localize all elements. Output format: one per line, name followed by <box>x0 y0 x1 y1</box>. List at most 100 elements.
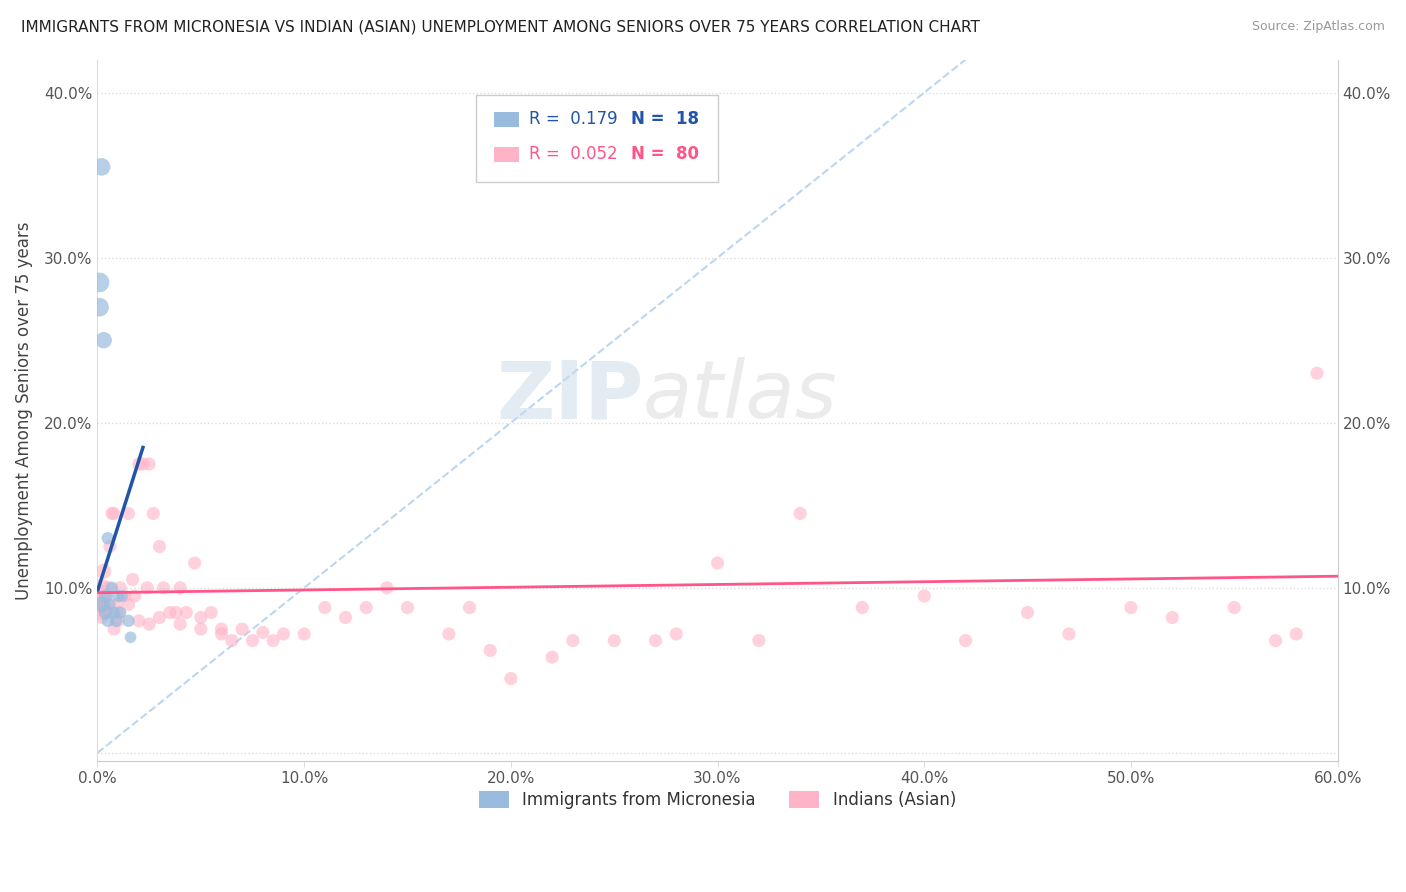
Point <box>541 650 564 665</box>
FancyBboxPatch shape <box>475 95 717 182</box>
Point <box>112 589 135 603</box>
Point <box>273 627 295 641</box>
Point <box>117 614 139 628</box>
Point <box>94 606 117 620</box>
Point <box>103 622 125 636</box>
Point <box>1264 633 1286 648</box>
Point <box>375 581 398 595</box>
Point <box>107 606 129 620</box>
Point <box>108 581 131 595</box>
Point <box>789 507 811 521</box>
Point <box>1119 600 1142 615</box>
Point <box>105 597 128 611</box>
Point <box>117 507 139 521</box>
Point <box>93 597 115 611</box>
Point <box>121 573 143 587</box>
Point <box>748 633 770 648</box>
Point <box>314 600 336 615</box>
Point <box>1285 627 1308 641</box>
Text: Source: ZipAtlas.com: Source: ZipAtlas.com <box>1251 20 1385 33</box>
Point <box>1223 600 1246 615</box>
Point <box>1057 627 1080 641</box>
Point <box>561 633 583 648</box>
Point <box>148 540 170 554</box>
Point <box>97 614 120 628</box>
Point <box>211 627 233 641</box>
Point <box>107 614 129 628</box>
Point <box>97 531 120 545</box>
Point <box>103 606 125 620</box>
Point <box>252 625 274 640</box>
Text: IMMIGRANTS FROM MICRONESIA VS INDIAN (ASIAN) UNEMPLOYMENT AMONG SENIORS OVER 75 : IMMIGRANTS FROM MICRONESIA VS INDIAN (AS… <box>21 20 980 35</box>
Point <box>120 630 142 644</box>
Point <box>90 160 112 174</box>
Y-axis label: Unemployment Among Seniors over 75 years: Unemployment Among Seniors over 75 years <box>15 221 32 599</box>
Point <box>200 606 222 620</box>
Point <box>132 457 155 471</box>
Point <box>138 457 160 471</box>
Point <box>101 581 124 595</box>
Point <box>94 589 117 603</box>
Point <box>396 600 419 615</box>
FancyBboxPatch shape <box>495 112 519 127</box>
Point <box>176 606 198 620</box>
Point <box>1017 606 1039 620</box>
Point <box>90 606 112 620</box>
Point <box>90 581 112 595</box>
FancyBboxPatch shape <box>495 146 519 162</box>
Point <box>292 627 315 641</box>
Point <box>169 581 191 595</box>
Point <box>89 300 111 314</box>
Point <box>89 276 111 290</box>
Point <box>183 556 205 570</box>
Point <box>242 633 264 648</box>
Text: ZIP: ZIP <box>496 358 643 435</box>
Point <box>105 614 128 628</box>
Point <box>851 600 873 615</box>
Text: R =  0.179: R = 0.179 <box>529 111 617 128</box>
Point <box>190 622 212 636</box>
Point <box>159 606 181 620</box>
Point <box>103 507 125 521</box>
Point <box>89 589 111 603</box>
Point <box>479 643 502 657</box>
Point <box>665 627 688 641</box>
Point <box>128 614 150 628</box>
Point <box>644 633 666 648</box>
Text: atlas: atlas <box>643 358 838 435</box>
Point <box>912 589 935 603</box>
Point <box>1306 366 1329 380</box>
Text: N =  18: N = 18 <box>631 111 699 128</box>
Point <box>98 597 121 611</box>
Point <box>231 622 253 636</box>
Point <box>93 333 115 347</box>
Point <box>97 581 120 595</box>
Point <box>603 633 626 648</box>
Point <box>211 622 233 636</box>
Point <box>165 606 187 620</box>
Point <box>138 617 160 632</box>
Point <box>111 589 134 603</box>
Point <box>437 627 460 641</box>
Point <box>1161 610 1184 624</box>
Point <box>128 457 150 471</box>
Point <box>90 610 112 624</box>
Point <box>136 581 159 595</box>
Text: N =  80: N = 80 <box>631 145 699 163</box>
Point <box>499 672 522 686</box>
Point <box>335 610 357 624</box>
Text: R =  0.052: R = 0.052 <box>529 145 617 163</box>
Point <box>107 589 129 603</box>
Point <box>98 540 121 554</box>
Point <box>221 633 243 648</box>
Point <box>93 597 115 611</box>
Point <box>955 633 977 648</box>
Point <box>94 589 117 603</box>
Point <box>108 606 131 620</box>
Point <box>97 606 120 620</box>
Point <box>117 597 139 611</box>
Point <box>354 600 377 615</box>
Point <box>90 597 112 611</box>
Point <box>458 600 481 615</box>
Point <box>148 610 170 624</box>
